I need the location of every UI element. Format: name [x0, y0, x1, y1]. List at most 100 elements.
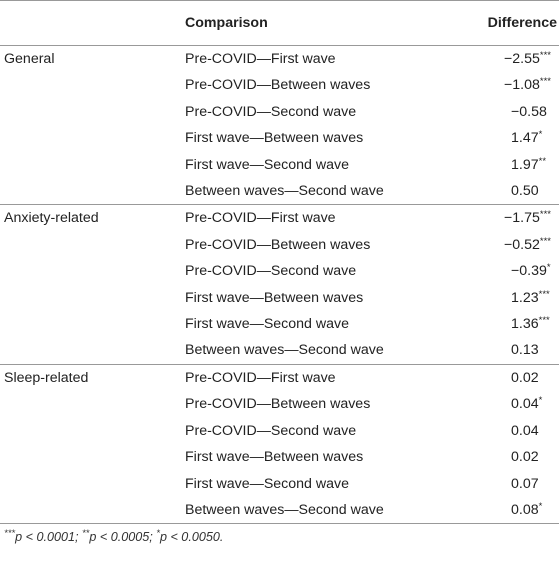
- difference-value-group: 0.04: [511, 418, 551, 444]
- difference-value-group: −0.58: [511, 99, 551, 125]
- difference-cell: −1.08***: [425, 72, 559, 99]
- difference-value: 1.36: [511, 316, 539, 333]
- group-label: [0, 391, 185, 418]
- comparison-cell: Pre-COVID—Second wave: [185, 98, 425, 126]
- footnote-text: p < 0.0001;: [15, 530, 82, 544]
- group-label: [0, 231, 185, 259]
- group-label: [0, 311, 185, 338]
- significance-marker: **: [538, 155, 547, 167]
- table-row: Pre-COVID—Between waves −0.52***: [0, 231, 559, 259]
- table-row: Sleep-related Pre-COVID—First wave 0.02: [0, 363, 559, 392]
- difference-cell: 0.50: [425, 178, 559, 205]
- group-label: [0, 337, 185, 365]
- difference-cell: 1.36***: [425, 311, 559, 338]
- table-footnote: ***p < 0.0001; **p < 0.0005; *p < 0.0050…: [4, 528, 224, 544]
- table-header-row: Comparison Difference: [0, 0, 559, 46]
- table-row: General Pre-COVID—First wave −2.55***: [0, 45, 559, 73]
- group-label: [0, 417, 185, 445]
- difference-value: 0.02: [511, 369, 539, 386]
- table-row: First wave—Second wave 1.36***: [0, 311, 559, 338]
- comparison-cell: First wave—Between waves: [185, 444, 425, 471]
- group-label: Anxiety-related: [0, 204, 185, 232]
- table-row: Between waves—Second wave 0.50: [0, 178, 559, 205]
- comparison-cell: First wave—Second wave: [185, 470, 425, 497]
- significance-marker: ***: [539, 209, 551, 221]
- significance-marker: ***: [538, 288, 550, 300]
- header-group: [0, 0, 185, 46]
- difference-value: −0.58: [511, 103, 547, 120]
- difference-value: −0.52: [504, 236, 540, 253]
- difference-cell: 1.97**: [425, 151, 559, 179]
- comparison-cell: Between waves—Second wave: [185, 178, 425, 205]
- difference-cell: 0.13: [425, 337, 559, 365]
- difference-cell: −2.55***: [425, 45, 559, 73]
- comparison-table: Comparison Difference General Pre-COVID—F…: [0, 0, 559, 525]
- difference-value: 0.04: [511, 422, 539, 439]
- group-label: [0, 496, 185, 525]
- table-row: Pre-COVID—Between waves −1.08***: [0, 72, 559, 99]
- difference-value: 0.50: [511, 183, 539, 200]
- difference-cell: 0.08*: [425, 496, 559, 525]
- difference-cell: −1.75***: [425, 204, 559, 232]
- table-row: Pre-COVID—Second wave −0.39*: [0, 258, 559, 285]
- difference-value-group: −2.55***: [504, 46, 551, 72]
- significance-marker: ***: [538, 315, 550, 327]
- group-label: Sleep-related: [0, 363, 185, 392]
- significance-marker: *: [546, 262, 551, 274]
- table-row: Between waves—Second wave 0.13: [0, 337, 559, 365]
- comparison-cell: First wave—Second wave: [185, 311, 425, 338]
- group-label: [0, 72, 185, 99]
- comparison-cell: Pre-COVID—Second wave: [185, 417, 425, 445]
- comparison-cell: Pre-COVID—Between waves: [185, 231, 425, 259]
- table-row: First wave—Between waves 1.23***: [0, 284, 559, 312]
- difference-value: 1.97: [511, 156, 539, 173]
- table-row: First wave—Second wave 1.97**: [0, 151, 559, 179]
- comparison-cell: Pre-COVID—Between waves: [185, 391, 425, 418]
- comparison-cell: Pre-COVID—First wave: [185, 363, 425, 392]
- table-body: General Pre-COVID—First wave −2.55*** Pre-C…: [0, 45, 559, 525]
- comparison-cell: Pre-COVID—First wave: [185, 204, 425, 232]
- difference-value: 0.13: [511, 342, 539, 359]
- significance-marker: ***: [539, 235, 551, 247]
- comparison-cell: First wave—Second wave: [185, 151, 425, 179]
- group-label: [0, 444, 185, 471]
- footnote-marker: **: [81, 528, 90, 539]
- difference-value-group: 1.36***: [511, 311, 551, 337]
- difference-value: 0.08: [511, 501, 539, 518]
- difference-value: 1.47: [511, 130, 539, 147]
- difference-value-group: −1.08***: [504, 72, 551, 98]
- header-comparison: Comparison: [185, 0, 425, 46]
- difference-value: 0.07: [511, 475, 539, 492]
- table-row: Between waves—Second wave 0.08*: [0, 496, 559, 525]
- difference-value-group: 1.47*: [511, 125, 551, 151]
- difference-value: −1.75: [504, 210, 540, 227]
- difference-value-group: 0.13: [511, 337, 551, 363]
- difference-value-group: −1.75***: [504, 205, 551, 231]
- comparison-cell: Between waves—Second wave: [185, 337, 425, 365]
- difference-value-group: 1.97**: [511, 152, 551, 178]
- difference-value-group: 1.23***: [511, 285, 551, 311]
- group-label: [0, 470, 185, 497]
- difference-cell: 0.04: [425, 417, 559, 445]
- footnote-text: p < 0.0005;: [89, 530, 157, 544]
- group-label: [0, 125, 185, 152]
- table-row: Pre-COVID—Second wave 0.04: [0, 417, 559, 445]
- footnote-text: p < 0.0050.: [159, 530, 224, 544]
- comparison-cell: Between waves—Second wave: [185, 496, 425, 525]
- difference-cell: 0.02: [425, 363, 559, 392]
- difference-value-group: 0.02: [511, 444, 551, 470]
- group-label: General: [0, 45, 185, 73]
- table-row: First wave—Between waves 1.47*: [0, 125, 559, 152]
- significance-marker: *: [538, 395, 543, 407]
- group-label: [0, 178, 185, 205]
- difference-cell: 1.23***: [425, 284, 559, 312]
- table-row: Pre-COVID—Between waves 0.04*: [0, 391, 559, 418]
- difference-value: 0.02: [511, 449, 539, 466]
- comparison-cell: First wave—Between waves: [185, 284, 425, 312]
- table-row: Pre-COVID—Second wave −0.58: [0, 98, 559, 126]
- group-label: [0, 284, 185, 312]
- group-label: [0, 151, 185, 179]
- difference-value: −2.55: [504, 51, 540, 67]
- difference-cell: −0.58: [425, 98, 559, 126]
